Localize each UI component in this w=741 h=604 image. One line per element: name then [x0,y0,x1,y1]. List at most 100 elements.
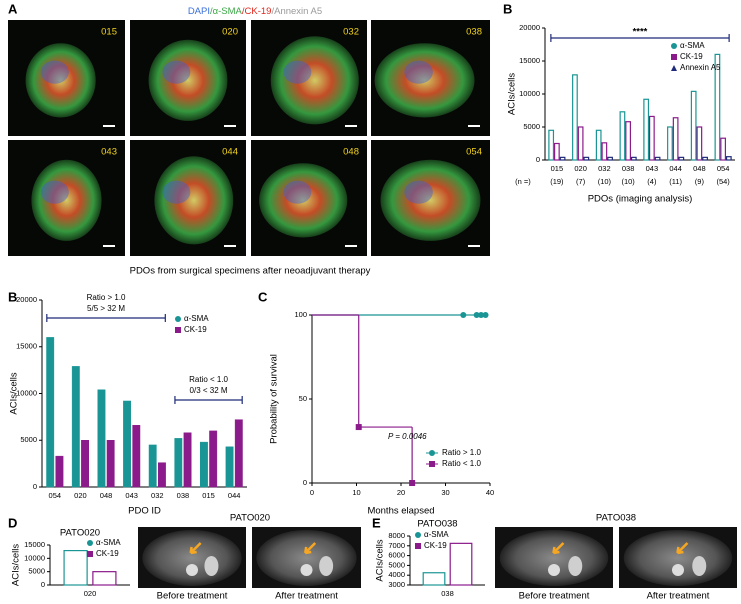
p-value: P = 0.0046 [388,432,427,441]
bar [123,400,132,488]
legend-label: CK-19 [184,325,207,334]
bar [81,440,89,488]
bar [148,444,157,488]
y-tick-label: 15000 [16,342,37,351]
n-label: (9) [695,177,705,186]
legend-marker [175,327,181,333]
x-tick-label: 038 [622,164,635,173]
bar [667,126,673,161]
bar [553,142,560,161]
n-label: (54) [716,177,730,186]
bar [601,142,608,161]
bar [209,430,218,488]
x-tick-label: 043 [125,491,138,500]
bar [225,446,234,488]
ct-spine [186,564,198,576]
nuclei [404,180,433,204]
x-tick-label: 054 [49,491,62,500]
group-label: Ratio > 1.0 [87,293,126,302]
group-label: 0/3 < 32 M [190,386,228,395]
x-tick-label: 20 [397,488,405,497]
image-label: 048 [343,147,359,158]
y-tick-label: 0 [536,155,540,164]
y-tick-label: 0 [303,478,307,487]
y-tick-label: 10000 [24,553,45,562]
y-tick-label: 10000 [16,388,37,397]
nuclei [162,180,191,204]
x-tick-label: 015 [202,491,215,500]
bar [654,156,661,161]
y-tick-label: 5000 [523,122,540,131]
x-tick-label: 30 [441,488,449,497]
ct-body [142,530,242,586]
ct-caption: After treatment [647,591,710,602]
arrow [676,542,689,555]
y-axis-label: ACIs/cells [9,372,20,414]
y-tick-label: 0 [33,482,37,491]
legend-marker [671,43,677,49]
chart-title: PATO038 [417,519,457,530]
x-tick-label: 048 [693,164,706,173]
y-tick-label: 0 [41,580,45,589]
y-tick-label: 15000 [519,56,540,65]
image-label: 015 [101,27,117,38]
y-tick-label: 5000 [388,560,405,569]
y-tick-label: 5000 [20,435,37,444]
n-title: (n =) [515,177,531,186]
stain-name: /Annexin A5 [271,6,322,17]
image-label: 054 [466,147,482,158]
bar [132,425,141,488]
ct-spine [300,564,313,576]
y-tick-label: 20000 [519,23,540,32]
bar [625,121,632,161]
survival-point [460,312,467,318]
x-tick-label: 054 [717,164,730,173]
bar [720,137,727,161]
organoid [380,159,481,241]
survival-point [478,312,485,318]
arrow [303,542,317,555]
legend-label: α-SMA [184,314,209,323]
y-tick-label: 15000 [24,540,45,549]
ct-kidney [319,556,334,576]
bar [422,572,446,586]
ct-title: PATO038 [596,513,636,524]
ct-caption: After treatment [275,591,338,602]
bar [714,53,721,161]
legend-label: α-SMA [424,530,449,539]
legend-label: CK-19 [424,541,447,550]
y-axis-label: ACIs/cells [507,73,518,115]
legend-label: α-SMA [680,41,705,50]
y-axis-label: ACIs/cells [11,544,22,586]
bar [607,156,613,161]
image-label: 020 [222,27,238,38]
legend-marker [415,532,421,538]
organoid [374,43,475,118]
bar [174,438,183,488]
arrow [189,542,202,555]
bar [157,462,166,488]
ct-body [499,530,609,586]
organoid [148,39,228,121]
legend-label: α-SMA [96,538,121,547]
bar [595,129,602,161]
y-tick-label: 3000 [388,580,405,589]
y-axis-label: ACIs/cells [375,539,386,581]
legend-label: CK-19 [680,52,703,61]
bar [690,90,697,161]
x-axis-label: PDO ID [128,506,161,517]
ct-kidney [692,556,707,576]
bar [46,337,55,488]
bar [577,126,584,161]
bar [619,111,626,161]
n-label: (19) [550,177,564,186]
bar [97,389,106,488]
x-tick-label: 048 [100,491,113,500]
panel-label: B [503,1,512,16]
y-tick-label: 8000 [388,531,405,540]
nuclei [40,60,69,84]
legend-label: Annexin A5 [680,63,721,72]
x-axis-label: PDOs (imaging analysis) [588,194,693,205]
image-label: 043 [101,147,117,158]
